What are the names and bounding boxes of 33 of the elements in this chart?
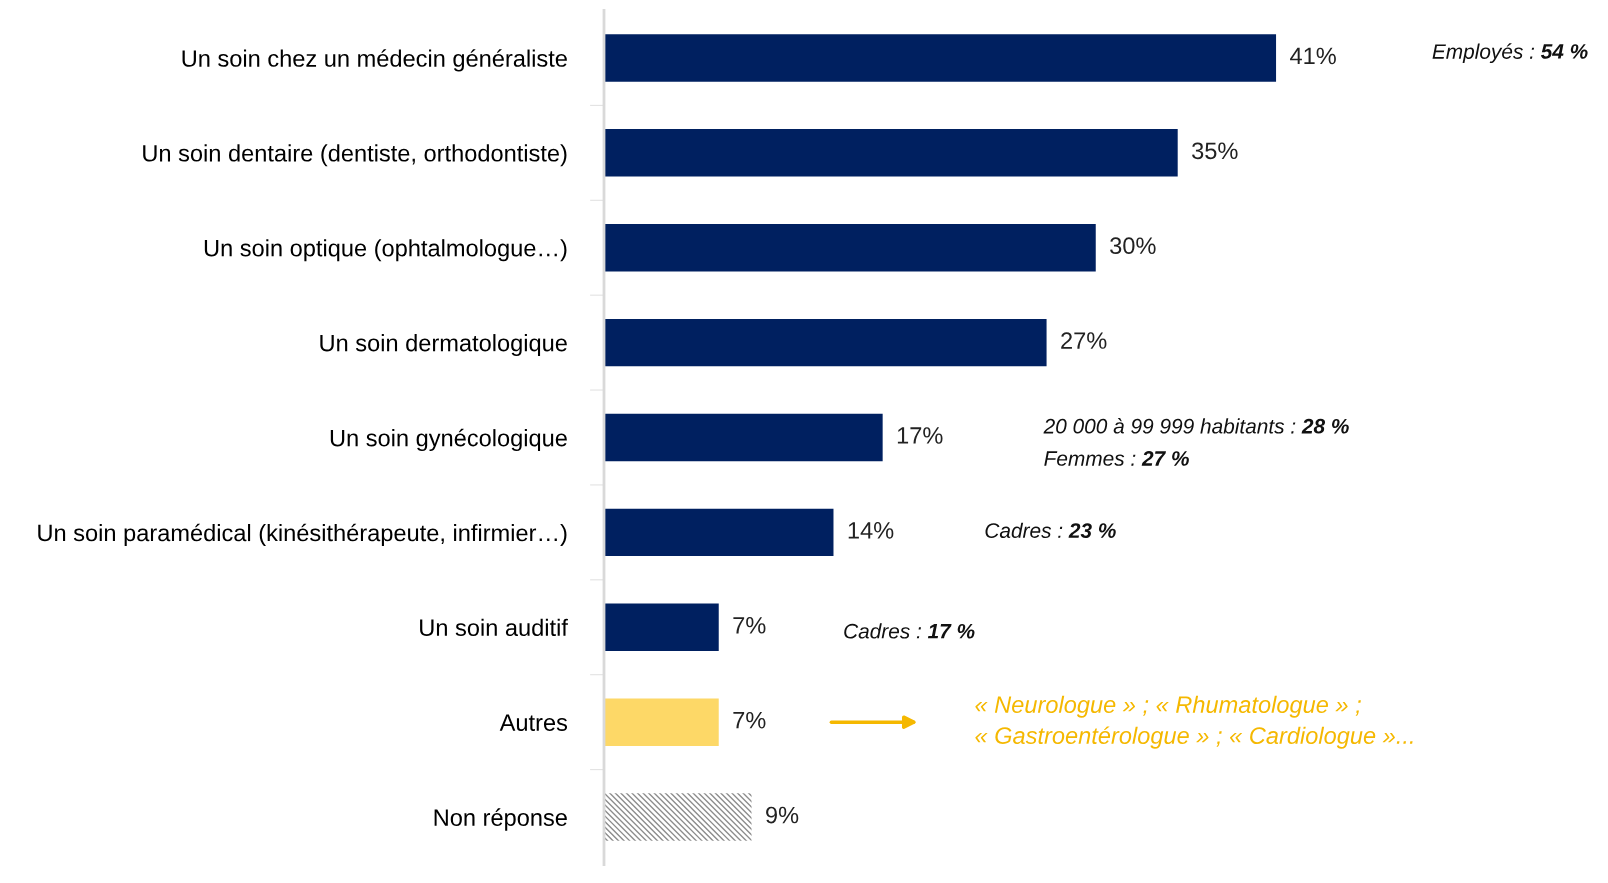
- annotation: 20 000 à 99 999 habitants : 28 %: [1043, 418, 1349, 434]
- data-label: 7%: [733, 617, 766, 634]
- annotation: Femmes : 27 %: [1044, 451, 1189, 466]
- data-label: 41%: [1290, 47, 1336, 65]
- bar: [604, 224, 1096, 272]
- text: Employés : 54 %: [1432, 43, 1588, 64]
- y-tick-label: Un soin auditif: [420, 618, 568, 637]
- data-label: 9%: [766, 806, 799, 824]
- bar: [604, 508, 834, 557]
- y-tick-label: Autres: [499, 714, 568, 731]
- bar: [604, 129, 1178, 177]
- y-tick-label: Un soin dentaire (dentiste, orthodontiste): [143, 144, 567, 167]
- bar: [604, 318, 1047, 367]
- data-label: 35%: [1192, 142, 1238, 160]
- data-label: 30%: [1110, 237, 1156, 255]
- y-tick-label: Un soin gynécologique: [330, 428, 567, 452]
- data-label: 17%: [897, 427, 943, 444]
- bar: [604, 413, 883, 462]
- bar: [604, 793, 752, 841]
- annotation: Cadres : 23 %: [985, 522, 1116, 538]
- annotation: Cadres : 17 %: [844, 623, 975, 639]
- data-label: 27%: [1061, 332, 1107, 349]
- data-label: 14%: [848, 522, 894, 539]
- data-label: 7%: [733, 711, 766, 729]
- bar: [604, 698, 719, 746]
- y-tick-label: Un soin paramédical (kinésithérapeute, infirmier…): [38, 523, 567, 546]
- y-tick-label: Un soin dermatologique: [320, 334, 567, 357]
- y-tick-label: Un soin optique (ophtalmologue…): [204, 239, 567, 262]
- y-tick-label: Non réponse: [434, 808, 567, 831]
- bar: [604, 34, 1277, 82]
- bar: [604, 603, 719, 651]
- y-tick-label: Un soin chez un médecin généraliste: [182, 49, 567, 72]
- annotation: « Neurologue » ; « Rhumatologue » ; « Gastroentérologue » ; « Cardiologue »...: [975, 695, 1413, 749]
